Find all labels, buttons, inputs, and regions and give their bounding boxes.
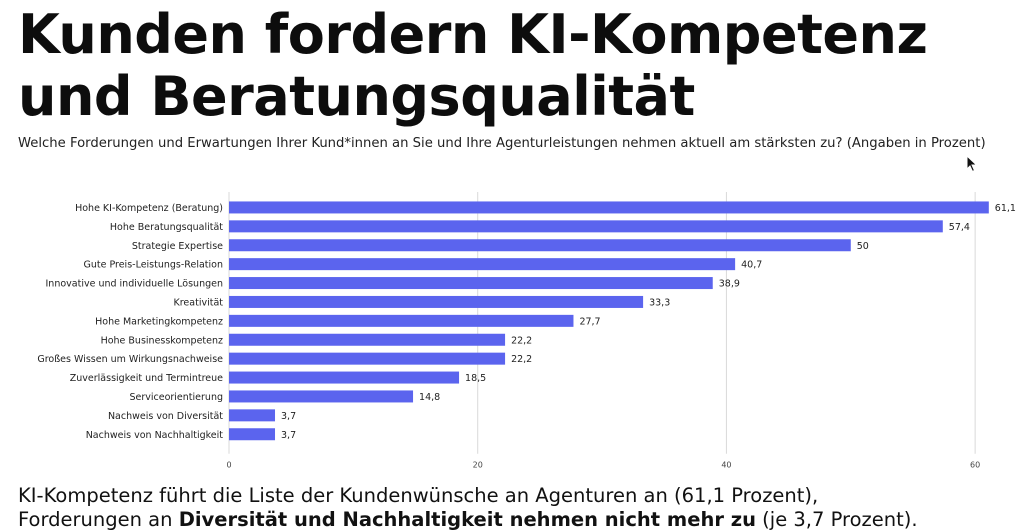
bar: [229, 277, 713, 290]
category-label: Hohe Marketingkompetenz: [95, 316, 223, 327]
caption: KI-Kompetenz führt die Liste der Kundenw…: [18, 484, 1022, 532]
x-tick-label: 20: [473, 461, 483, 468]
x-tick-label: 0: [226, 461, 231, 468]
page-title: Kunden fordern KI-Kompetenz und Beratung…: [18, 4, 1018, 128]
category-label: Innovative und individuelle Lösungen: [46, 279, 224, 290]
title-line-2: und Beratungsqualität: [18, 65, 695, 128]
mouse-cursor-icon: [966, 155, 978, 173]
category-label: Hohe KI-Kompetenz (Beratung): [75, 203, 223, 214]
bar: [229, 220, 943, 233]
category-label: Nachweis von Nachhaltigkeit: [86, 430, 224, 441]
caption-text-b: (je 3,7 Prozent).: [755, 508, 918, 531]
value-label: 18,5: [465, 373, 486, 384]
value-label: 22,2: [511, 335, 532, 346]
category-label: Gute Preis-Leistungs-Relation: [83, 260, 223, 271]
caption-line-1: KI-Kompetenz führt die Liste der Kundenw…: [18, 484, 819, 507]
value-label: 14,8: [419, 392, 440, 403]
bar: [229, 333, 506, 346]
value-label: 40,7: [741, 260, 762, 271]
x-tick-label: 60: [970, 461, 980, 468]
value-label: 33,3: [649, 297, 670, 308]
category-label: Hohe Businesskompetenz: [101, 335, 223, 346]
value-label: 50: [857, 241, 869, 252]
category-label: Hohe Beratungsqualität: [110, 222, 223, 233]
category-label: Großes Wissen um Wirkungsnachweise: [37, 354, 223, 365]
value-label: 27,7: [579, 316, 600, 327]
title-line-1: Kunden fordern KI-Kompetenz: [18, 3, 928, 66]
category-label: Strategie Expertise: [132, 241, 223, 252]
value-label: 3,7: [281, 411, 296, 422]
bar: [229, 371, 460, 384]
category-label: Serviceorientierung: [129, 392, 223, 403]
bar: [229, 295, 644, 308]
bar-chart: 0 20 40 60 Hohe KI-Kompetenz (Beratung) 61,1 H…: [37, 192, 1016, 468]
value-label: 3,7: [281, 430, 296, 441]
category-label: Kreativität: [174, 297, 224, 308]
bar: [229, 239, 851, 252]
value-label: 57,4: [949, 222, 970, 233]
category-label: Nachweis von Diversität: [108, 411, 223, 422]
bar: [229, 352, 506, 365]
bar: [229, 314, 574, 327]
caption-line-2: Forderungen an Diversität und Nachhaltig…: [18, 508, 1022, 532]
category-label: Zuverlässigkeit und Termintreue: [70, 373, 223, 384]
bar: [229, 201, 989, 214]
caption-text-bold: Diversität und Nachhaltigkeit nehmen nic…: [178, 508, 756, 531]
bar: [229, 428, 276, 441]
bar: [229, 258, 736, 271]
value-label: 38,9: [719, 279, 740, 290]
caption-text-a: Forderungen an: [18, 508, 179, 531]
x-tick-label: 40: [721, 461, 731, 468]
value-label: 22,2: [511, 354, 532, 365]
bar: [229, 409, 276, 422]
bar: [229, 390, 414, 403]
value-label: 61,1: [995, 203, 1016, 214]
chart-subtitle: Welche Forderungen und Erwartungen Ihrer…: [18, 136, 986, 151]
